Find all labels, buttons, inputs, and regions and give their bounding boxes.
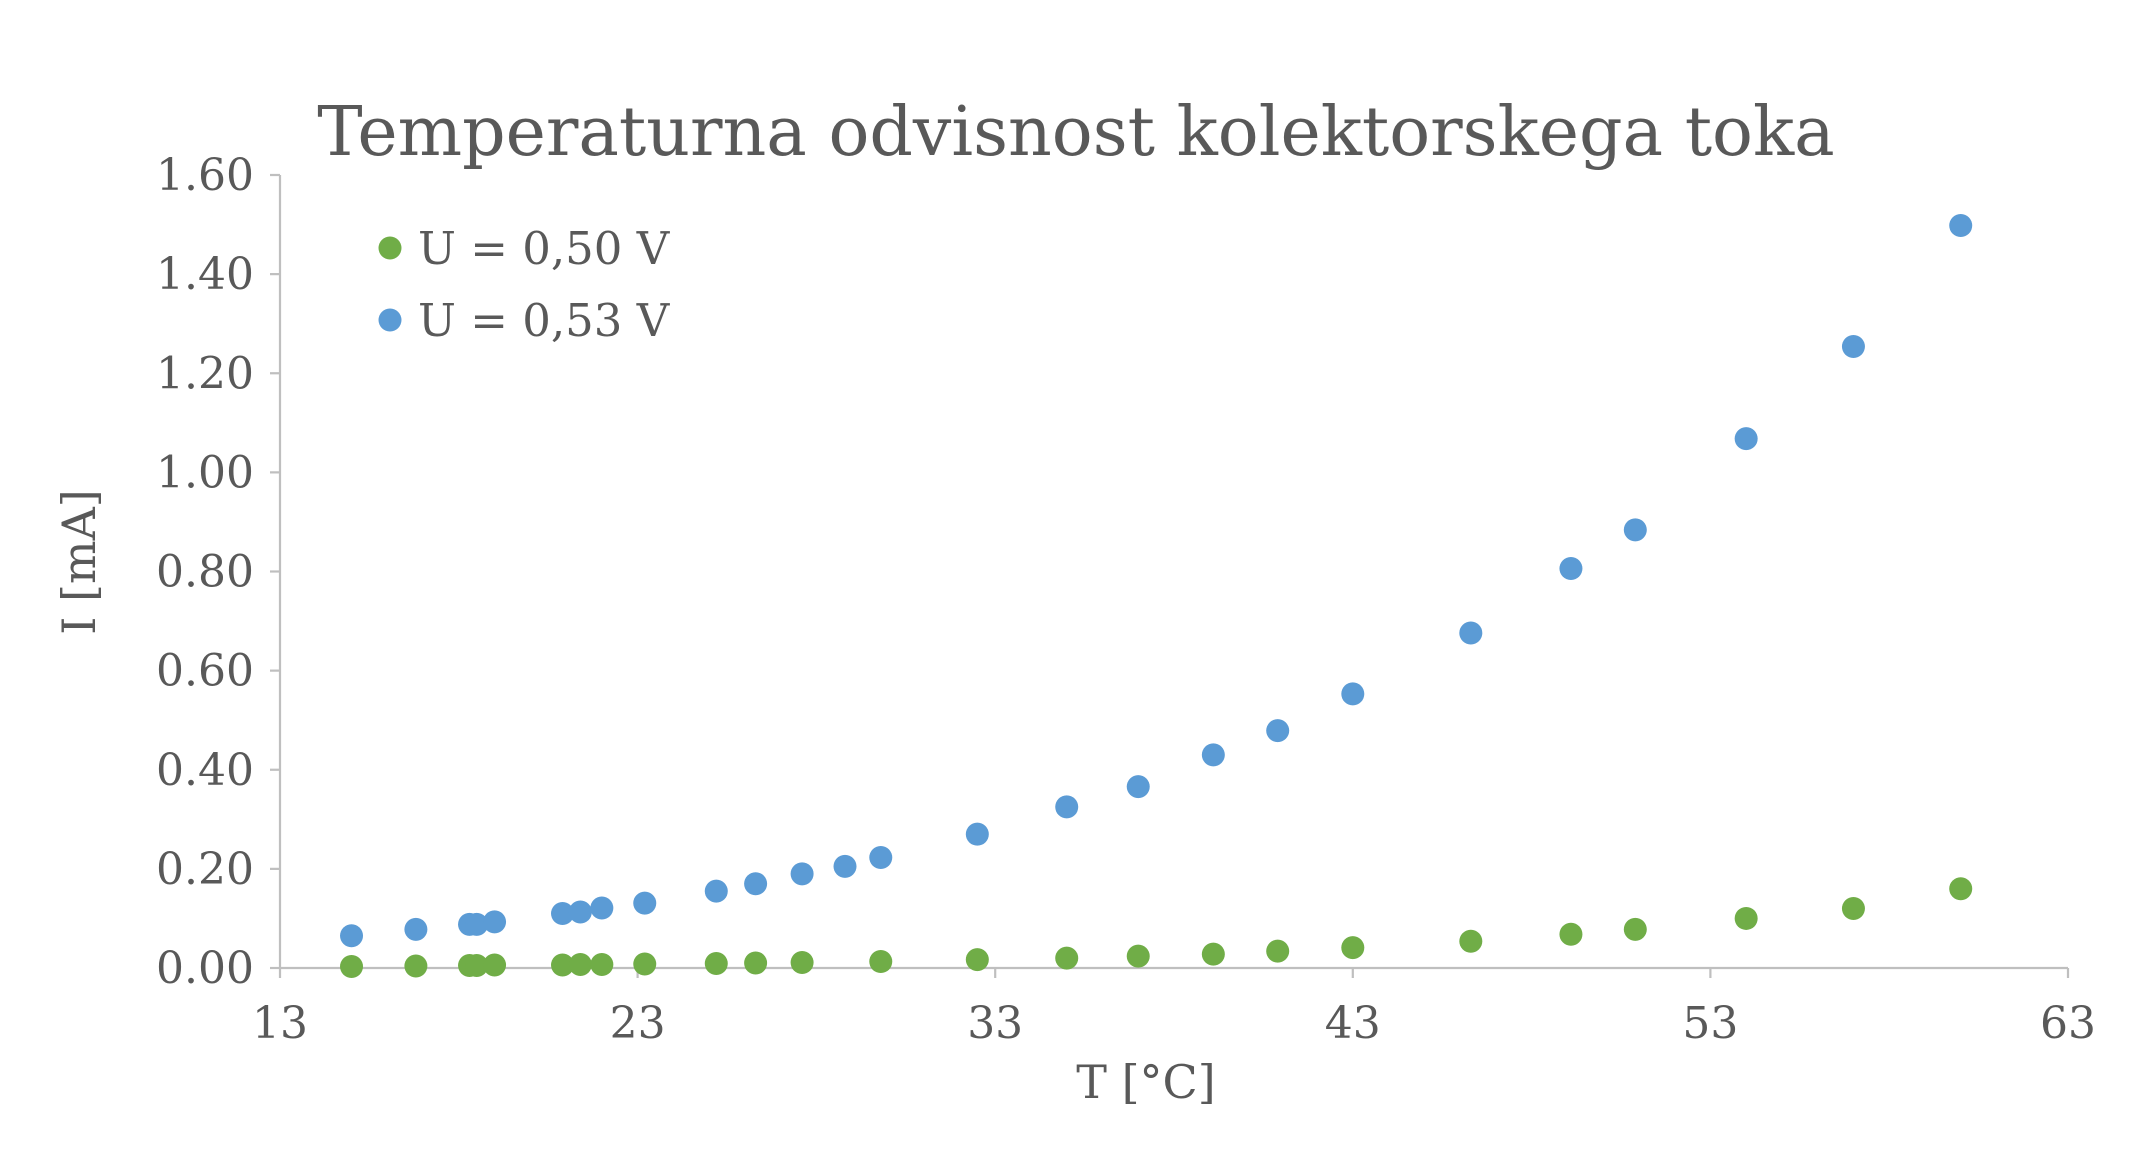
data-point [869,845,893,869]
data-point [465,912,489,936]
data-point [568,953,592,977]
data-point [551,953,575,977]
data-point [1341,682,1365,706]
legend-marker [378,308,402,332]
data-point [1459,621,1483,645]
x-tick-label: 23 [610,998,666,1049]
data-point [704,952,728,976]
data-point [790,951,814,975]
data-point [483,953,507,977]
y-tick-label: 1.60 [156,150,254,201]
data-point [633,952,657,976]
y-axis-title: I [mA] [52,489,106,635]
data-point [1055,946,1079,970]
x-tick-label: 33 [967,998,1023,1049]
legend-marker [378,236,402,260]
data-point [1949,877,1973,901]
data-point [340,924,364,948]
data-point [1266,939,1290,963]
data-point [1734,427,1758,451]
y-tick-label: 1.40 [156,249,254,300]
data-point [965,948,989,972]
data-points [340,214,1973,979]
y-tick-label: 0.40 [156,745,254,796]
data-point [833,854,857,878]
y-tick-label: 0.00 [156,943,254,994]
data-point [1949,214,1973,238]
y-tick-label: 0.60 [156,646,254,697]
data-point [1201,942,1225,966]
x-tick-label: 63 [2040,998,2096,1049]
y-tick-label: 0.80 [156,547,254,598]
data-point [704,879,728,903]
data-point [1623,518,1647,542]
chart-title: Temperaturna odvisnost kolektorskega tok… [317,93,1834,172]
data-point [1734,906,1758,930]
data-point [744,872,768,896]
x-axis-title: T [°C] [1076,1055,1215,1109]
data-point [790,862,814,886]
data-point [483,910,507,934]
data-point [1201,743,1225,767]
series-1 [340,877,1973,979]
legend-label: U = 0,50 V [418,222,671,275]
legend-label: U = 0,53 V [418,294,671,347]
data-point [744,951,768,975]
data-point [590,953,614,977]
data-point [590,896,614,920]
data-point [1559,557,1583,581]
data-point [869,950,893,974]
data-point [465,954,489,978]
x-tick-label: 13 [252,998,308,1049]
data-point [1841,334,1865,358]
y-tick-label: 0.20 [156,844,254,895]
y-tick-label: 1.20 [156,348,254,399]
data-point [965,822,989,846]
data-point [340,955,364,979]
data-point [404,917,428,941]
x-tick-label: 43 [1325,998,1381,1049]
axes: 0.00 0.20 0.40 0.60 0.80 1.00 1.20 1.40 1.60 13 23… [156,150,2096,1049]
data-point [1559,922,1583,946]
data-point [1266,719,1290,743]
data-point [1623,917,1647,941]
data-point [1841,897,1865,921]
data-point [1055,795,1079,819]
x-tick-label: 53 [1682,998,1738,1049]
data-point [1126,775,1150,799]
data-point [568,900,592,924]
data-point [1341,936,1365,960]
series-2 [340,214,1973,948]
y-tick-label: 1.00 [156,447,254,498]
data-point [1459,929,1483,953]
data-point [633,891,657,915]
data-point [1126,944,1150,968]
data-point [551,901,575,925]
data-point [404,954,428,978]
legend: U = 0,50 V U = 0,53 V [378,222,671,347]
